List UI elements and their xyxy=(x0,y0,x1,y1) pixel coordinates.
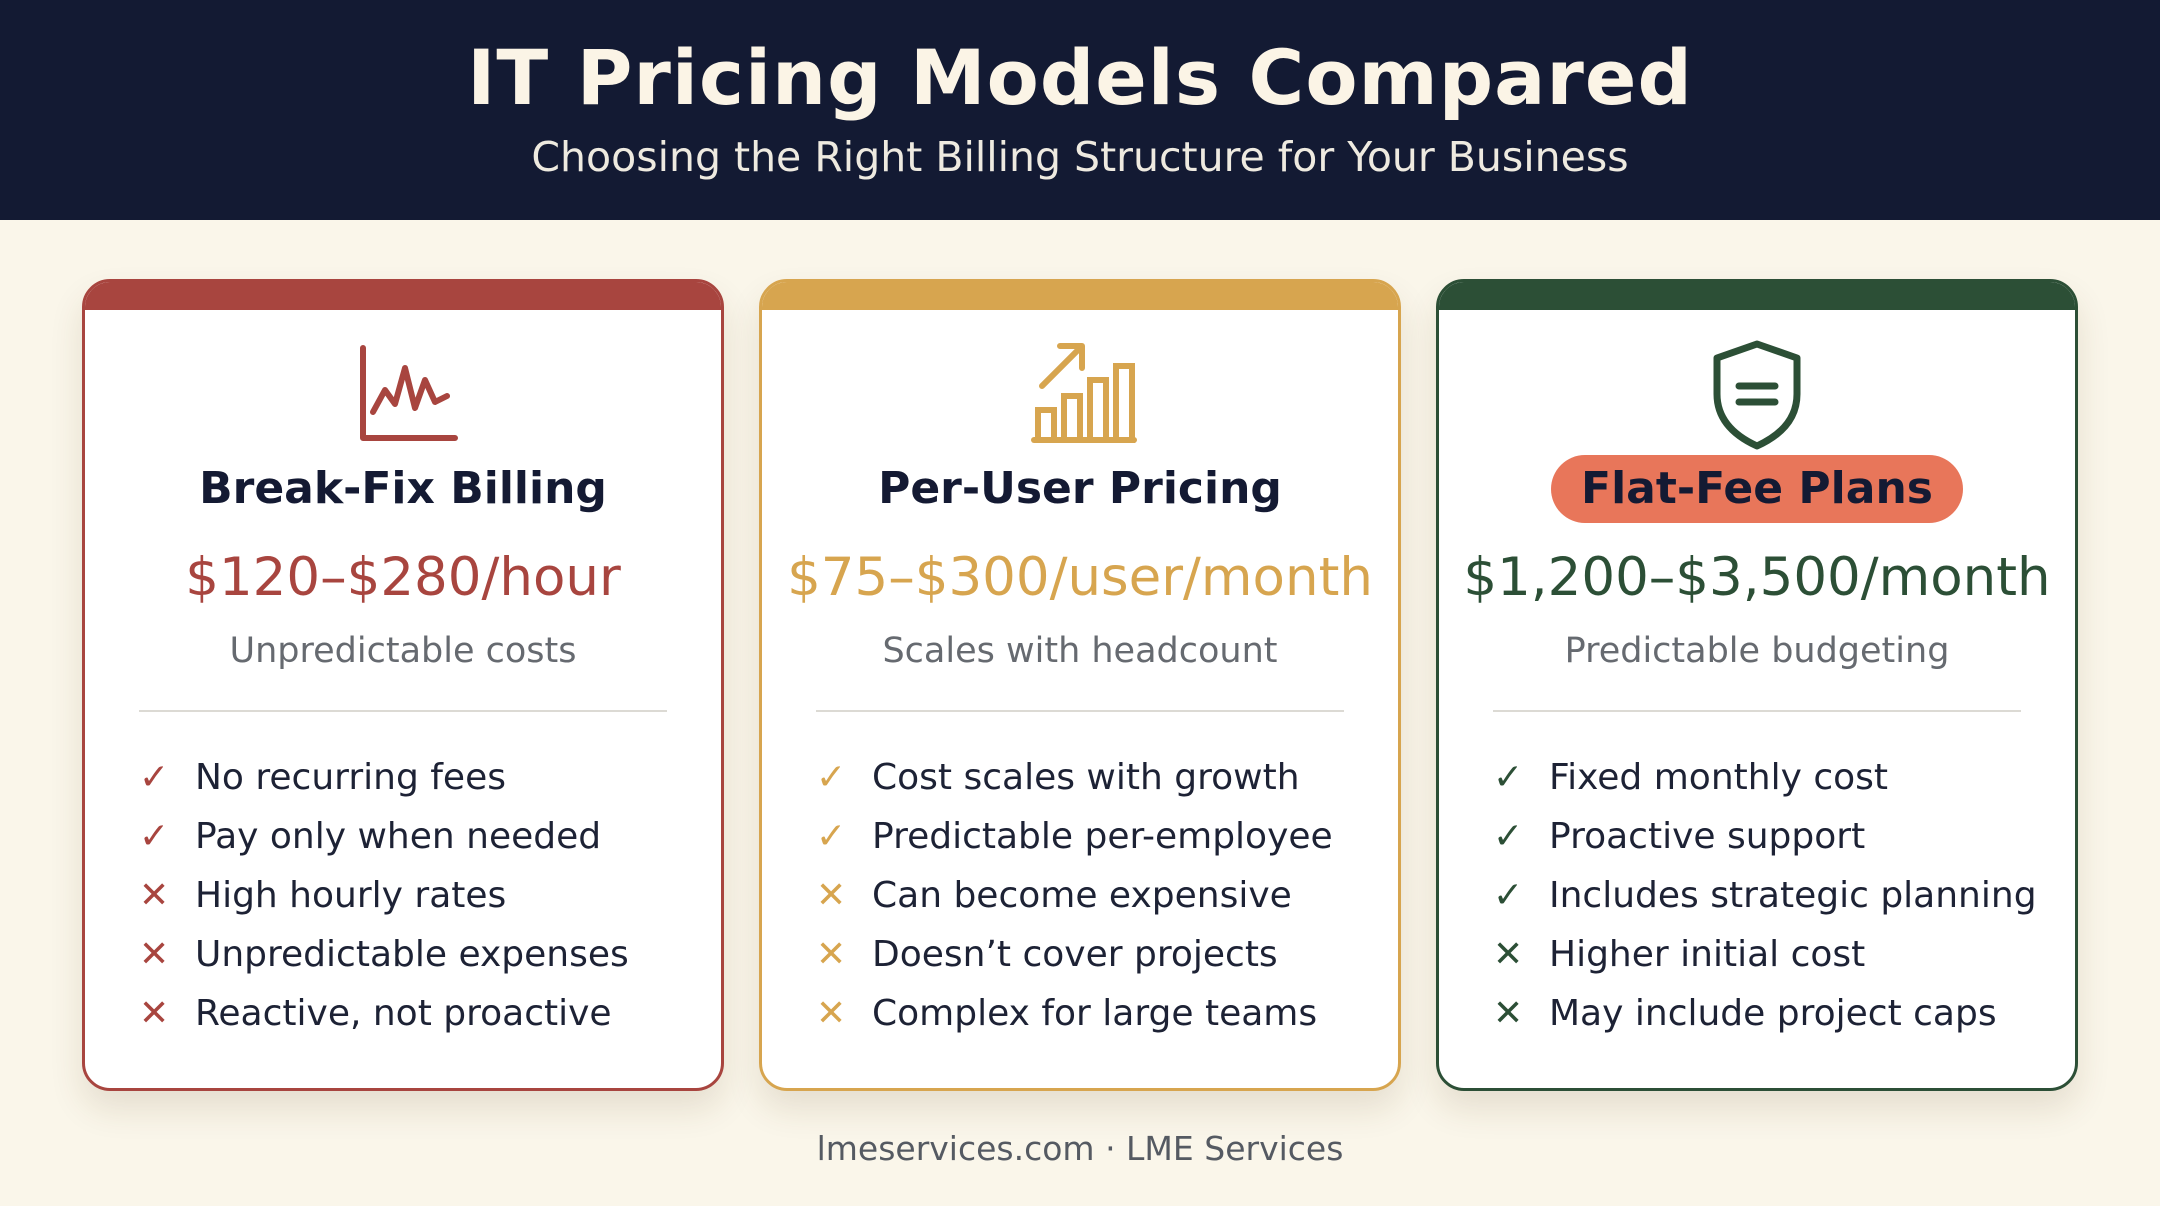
plan-price: $75–$300/user/month xyxy=(787,547,1373,608)
feature-item: ✕ Reactive, not proactive xyxy=(139,984,701,1043)
feature-item: ✓ Proactive support xyxy=(1493,807,2055,866)
plan-name: Per-User Pricing xyxy=(878,463,1282,514)
feature-text: Reactive, not proactive xyxy=(195,993,612,1034)
check-icon: ✓ xyxy=(816,816,847,857)
line-chart-icon xyxy=(85,334,721,454)
card-accent-bar xyxy=(85,282,721,310)
cross-icon: ✕ xyxy=(816,875,847,916)
divider xyxy=(1493,710,2021,712)
feature-item: ✓ Pay only when needed xyxy=(139,807,701,866)
divider xyxy=(139,710,667,712)
plan-tagline: Predictable budgeting xyxy=(1564,631,1950,671)
cross-icon: ✕ xyxy=(139,875,170,916)
feature-text: No recurring fees xyxy=(195,757,506,798)
feature-item: ✓ Predictable per-employee xyxy=(816,807,1378,866)
header-banner: IT Pricing Models Compared Choosing the … xyxy=(0,0,2160,220)
plan-tagline: Scales with headcount xyxy=(882,631,1278,671)
cross-icon: ✕ xyxy=(139,993,170,1034)
plan-tagline: Unpredictable costs xyxy=(229,631,577,671)
feature-text: Doesn’t cover projects xyxy=(872,934,1278,975)
feature-text: High hourly rates xyxy=(195,875,507,916)
bar-chart-growth-icon xyxy=(762,334,1398,454)
cross-icon: ✕ xyxy=(1493,993,1524,1034)
check-icon: ✓ xyxy=(816,757,847,798)
plan-price: $120–$280/hour xyxy=(185,547,621,608)
feature-text: Unpredictable expenses xyxy=(195,934,629,975)
card-flat-fee: Flat-Fee Plans $1,200–$3,500/month Predi… xyxy=(1436,279,2078,1091)
plan-name: Flat-Fee Plans xyxy=(1439,454,2075,524)
plan-price: $1,200–$3,500/month xyxy=(1463,547,2051,608)
card-accent-bar xyxy=(762,282,1398,310)
feature-list: ✓ No recurring fees ✓ Pay only when needed… xyxy=(139,748,701,1043)
feature-text: Predictable per-employee xyxy=(872,816,1333,857)
cross-icon: ✕ xyxy=(139,934,170,975)
card-per-user: Per-User Pricing $75–$300/user/month Sca… xyxy=(759,279,1401,1091)
check-icon: ✓ xyxy=(139,816,170,857)
check-icon: ✓ xyxy=(1493,816,1524,857)
plan-name-pill: Flat-Fee Plans xyxy=(1551,455,1963,523)
feature-item: ✕ Unpredictable expenses xyxy=(139,925,701,984)
check-icon: ✓ xyxy=(139,757,170,798)
feature-text: Includes strategic planning xyxy=(1549,875,2037,916)
feature-item: ✕ Higher initial cost xyxy=(1493,925,2055,984)
feature-item: ✓ Cost scales with growth xyxy=(816,748,1378,807)
divider xyxy=(816,710,1344,712)
page-title: IT Pricing Models Compared xyxy=(467,33,1693,122)
feature-item: ✓ No recurring fees xyxy=(139,748,701,807)
shield-icon xyxy=(1439,334,2075,454)
cross-icon: ✕ xyxy=(816,993,847,1034)
feature-list: ✓ Cost scales with growth ✓ Predictable pe… xyxy=(816,748,1378,1043)
feature-item: ✓ Includes strategic planning xyxy=(1493,866,2055,925)
feature-text: Can become expensive xyxy=(872,875,1292,916)
feature-item: ✕ Can become expensive xyxy=(816,866,1378,925)
check-icon: ✓ xyxy=(1493,875,1524,916)
feature-item: ✓ Fixed monthly cost xyxy=(1493,748,2055,807)
feature-text: Complex for large teams xyxy=(872,993,1318,1034)
feature-item: ✕ High hourly rates xyxy=(139,866,701,925)
cross-icon: ✕ xyxy=(816,934,847,975)
feature-item: ✕ Doesn’t cover projects xyxy=(816,925,1378,984)
feature-text: May include project caps xyxy=(1549,993,1997,1034)
feature-text: Higher initial cost xyxy=(1549,934,1866,975)
feature-item: ✕ May include project caps xyxy=(1493,984,2055,1043)
footer-credit: lmeservices.com · LME Services xyxy=(816,1129,1344,1168)
feature-item: ✕ Complex for large teams xyxy=(816,984,1378,1043)
plan-name: Break-Fix Billing xyxy=(199,463,607,514)
feature-text: Proactive support xyxy=(1549,816,1866,857)
feature-text: Pay only when needed xyxy=(195,816,602,857)
feature-text: Cost scales with growth xyxy=(872,757,1300,798)
feature-text: Fixed monthly cost xyxy=(1549,757,1889,798)
check-icon: ✓ xyxy=(1493,757,1524,798)
page-subtitle: Choosing the Right Billing Structure for… xyxy=(531,133,1629,181)
feature-list: ✓ Fixed monthly cost ✓ Proactive support ✓… xyxy=(1493,748,2055,1043)
card-accent-bar xyxy=(1439,282,2075,310)
cross-icon: ✕ xyxy=(1493,934,1524,975)
card-break-fix: Break-Fix Billing $120–$280/hour Unpredi… xyxy=(82,279,724,1091)
